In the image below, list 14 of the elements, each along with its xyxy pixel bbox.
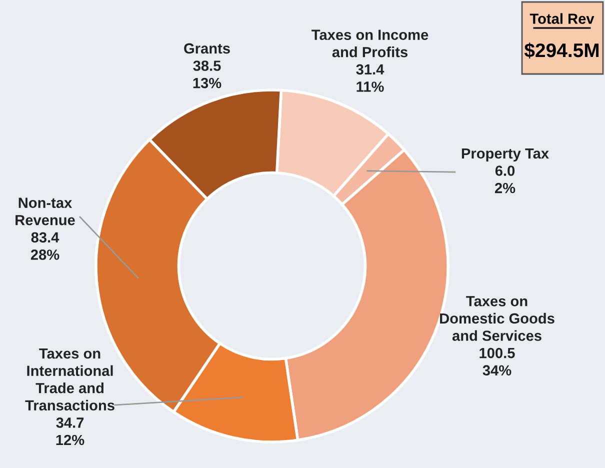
data-label: 83.4 28% [30,232,60,260]
data-label: 100.5 34% [480,348,515,376]
slice-label: Taxes on Income and Profits [312,30,428,58]
slice-label: Taxes on Domestic Goods and Services [440,296,554,341]
text: $294.5M [524,42,599,58]
slice-label: Non-tax Revenue [16,198,75,226]
text: Total Rev [530,13,594,24]
data-label: 34.7 12% [56,418,84,446]
data-label: 6.0 2% [494,166,516,194]
data-label: 31.4 11% [356,64,384,92]
slice-label: Taxes on International Trade and Transactions [25,348,114,411]
data-label: 38.5 13% [193,60,222,88]
slice-label: Grants [184,43,230,54]
slice-label: Property Tax [462,148,549,162]
